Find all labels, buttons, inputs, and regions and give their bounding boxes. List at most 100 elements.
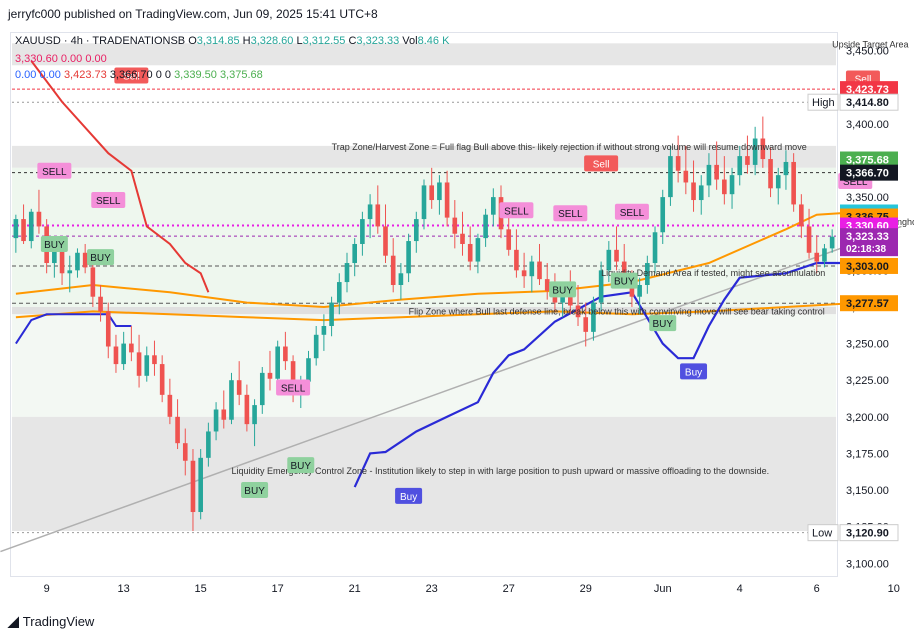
legend-ohlc-key: L (293, 35, 303, 47)
signal-label: SELL (42, 167, 67, 178)
signal-label-bg (276, 379, 311, 396)
candle-body (329, 302, 334, 327)
candle-body (175, 416, 180, 444)
signal-label: Sell (593, 159, 610, 170)
signal-label: SELL (504, 206, 529, 217)
x-tick-label: 27 (503, 583, 515, 595)
price-badge: 3,366.70 (846, 168, 889, 180)
signal-label-bg (499, 202, 534, 219)
candle-body (98, 296, 103, 312)
price-badge: 3,277.57 (846, 298, 889, 310)
candle-body (745, 156, 750, 165)
zone-upside-target (12, 43, 836, 66)
signal-label-bg (584, 155, 619, 172)
legend-symbol-row: XAUUSD · 4h · TRADENATIONSB O3,314.85 H3… (15, 35, 449, 47)
legend-ohlc-key: Vol (399, 35, 418, 47)
legend-value: 0.00 (60, 53, 86, 65)
candle-body (198, 457, 203, 513)
signal-label: SELL (558, 209, 583, 220)
candle-body (583, 317, 589, 332)
candle-body (306, 358, 311, 382)
x-tick-label: Jun (654, 583, 672, 595)
candle-body (36, 211, 42, 227)
candle-body (75, 252, 80, 271)
legend-value: 3,375.68 (219, 69, 263, 81)
price-badge-bg (840, 164, 898, 181)
candle-body (591, 302, 596, 332)
signal-label: BUY (652, 319, 673, 330)
candle-body (352, 243, 358, 264)
supertrend-blue-line (15, 313, 132, 345)
signal-label: BUY (291, 461, 312, 472)
x-tick-label: 15 (195, 583, 207, 595)
signal-label: Buy (685, 367, 702, 378)
candle-body (267, 372, 273, 379)
price-tag: High (812, 97, 835, 109)
signal-label-bg (91, 192, 126, 209)
price-badge: 3,323.33 (846, 231, 889, 243)
candle-body (568, 290, 573, 306)
candle-body (768, 159, 773, 189)
price-tag-bg (807, 93, 839, 111)
legend-value: 0.00 (85, 53, 107, 65)
signal-label-bg (680, 363, 708, 380)
signal-label: BUY (244, 486, 265, 497)
candle-body (206, 431, 211, 458)
candle-body (606, 249, 612, 271)
signal-label: Buy (400, 492, 417, 503)
candle-body (290, 361, 296, 395)
candle-body (59, 248, 65, 274)
candle-body (113, 346, 119, 365)
candle-body (621, 261, 627, 280)
candle-body (429, 185, 435, 201)
candle-body (375, 204, 381, 227)
zone-green-2 (12, 314, 836, 417)
signal-label: Sell (855, 74, 872, 85)
orange-ma-slow (15, 301, 864, 322)
candle-body (252, 405, 257, 425)
candle-body (729, 175, 735, 195)
candle-body (13, 219, 19, 239)
publish-header: jerryfc000 published on TradingView.com,… (8, 7, 378, 21)
candle-body (275, 346, 280, 379)
tradingview-logo-icon: ◢ (8, 613, 19, 629)
candle-body (806, 226, 812, 253)
signal-label-bg (287, 457, 315, 474)
candle-body (398, 273, 404, 285)
price-badge-bg (840, 257, 898, 274)
candle-body (444, 182, 450, 218)
candle-body (737, 156, 743, 176)
legend-value: 0 (164, 69, 175, 81)
candle-body (799, 204, 804, 227)
legend-ohlc-key: C (345, 35, 357, 47)
signal-label-bg (553, 205, 588, 222)
countdown-badge: 02:18:38 (846, 244, 886, 255)
candle-body (467, 243, 473, 262)
candle-body (752, 138, 758, 165)
x-tick-label: 4 (737, 583, 743, 595)
candle-body (105, 311, 111, 347)
signal-label: BUY (44, 240, 65, 251)
annotation-text: Liquidity Emergency Control Zone - Insti… (231, 466, 769, 476)
candle-body (706, 164, 712, 186)
legend-value: 0 (155, 69, 165, 81)
candle-body (660, 197, 666, 233)
candle-body (760, 138, 766, 160)
candle-body (221, 409, 227, 420)
zone-emergency (12, 416, 836, 532)
candle-body (521, 270, 527, 277)
candle-body (383, 226, 388, 256)
candle-body (722, 179, 727, 195)
candle-body (144, 355, 150, 376)
supertrend-red-line (30, 60, 210, 293)
signal-label-bg (37, 162, 72, 179)
signal-label-bg (610, 272, 638, 289)
signal-label-bg (395, 487, 423, 504)
annotation-text: Flip Zone where Bull last defense line, … (409, 306, 825, 316)
signal-label-bg (649, 315, 677, 332)
candle-body (367, 204, 373, 220)
signal-label: BUY (552, 285, 573, 296)
candle-body (82, 252, 88, 268)
candle-body (829, 236, 835, 249)
